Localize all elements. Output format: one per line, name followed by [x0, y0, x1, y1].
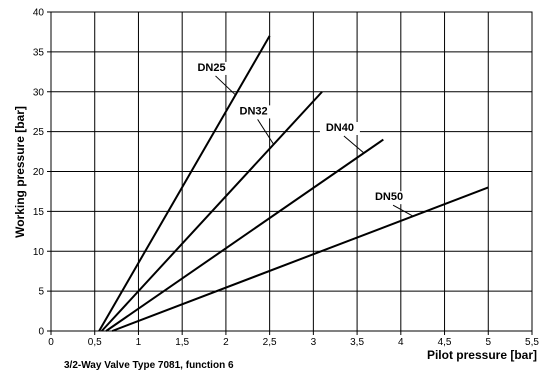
x-tick-label: 3 — [311, 337, 317, 348]
y-tick-label: 40 — [33, 8, 45, 19]
x-tick-label: 2,5 — [263, 337, 277, 348]
series-leader-dn32 — [257, 119, 275, 145]
y-tick-label: 35 — [33, 47, 45, 58]
series-label-bg — [369, 191, 410, 205]
y-axis-title: Working pressure [bar] — [13, 106, 27, 238]
x-tick-label: 0,5 — [88, 337, 102, 348]
series-label-bg — [319, 121, 360, 135]
x-tick-label: 4 — [398, 337, 404, 348]
x-tick-labels: 0 0,5 1 1,5 2 2,5 3 3,5 4 4,5 5 5,5 — [48, 337, 539, 348]
x-tick-label: 5,5 — [525, 337, 539, 348]
x-tick-label: 1,5 — [175, 337, 189, 348]
x-tick-label: 0 — [48, 337, 54, 348]
series-label-bg — [233, 105, 274, 119]
y-tick-label: 15 — [33, 207, 45, 218]
series-label-bg — [191, 61, 232, 75]
series-label-dn25: DN25 — [197, 62, 225, 74]
series-line-dn25 — [98, 35, 271, 332]
series-line-dn50 — [111, 186, 489, 332]
plot-frame — [50, 11, 533, 332]
y-tick-label: 0 — [38, 327, 44, 338]
series-line-dn40 — [105, 138, 384, 332]
series-label-dn50: DN50 — [375, 191, 403, 203]
y-tick-label: 30 — [33, 87, 45, 98]
chart-caption: 3/2-Way Valve Type 7081, function 6 — [64, 360, 234, 371]
y-tick-label: 10 — [33, 247, 45, 258]
x-tick-label: 4,5 — [438, 337, 452, 348]
series-leader-dn25 — [215, 75, 236, 96]
series-labels: DN25 DN32 DN40 DN50 — [191, 61, 414, 217]
series-label-dn32: DN32 — [240, 105, 268, 117]
series-leader-dn40 — [343, 135, 365, 154]
x-tick-label: 3,5 — [350, 337, 364, 348]
x-tick-label: 1 — [136, 337, 142, 348]
series-lines — [98, 35, 489, 332]
y-tick-label: 25 — [33, 127, 45, 138]
series-line-dn32 — [100, 91, 323, 332]
y-tick-label: 5 — [38, 287, 44, 298]
x-tick-label: 5 — [485, 337, 491, 348]
x-axis-title: Pilot pressure [bar] — [427, 348, 537, 362]
series-label-dn40: DN40 — [326, 122, 354, 134]
y-tick-labels: 0 5 10 15 20 25 30 35 40 — [33, 8, 45, 338]
y-tick-label: 20 — [33, 167, 45, 178]
x-tick-label: 2 — [223, 337, 229, 348]
series-leader-dn50 — [392, 204, 414, 217]
